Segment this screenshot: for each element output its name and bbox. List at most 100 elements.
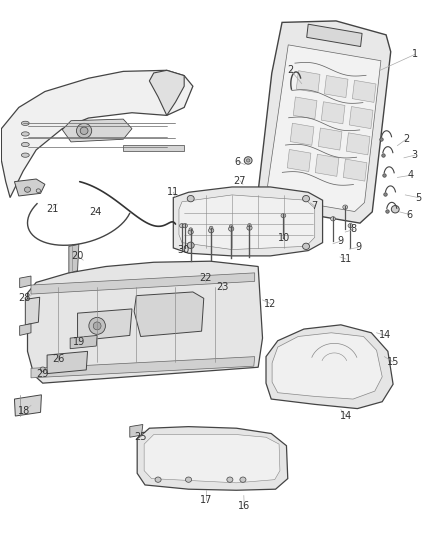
Text: 21: 21 bbox=[46, 204, 59, 214]
Text: 22: 22 bbox=[199, 273, 211, 283]
Text: 16: 16 bbox=[238, 501, 251, 511]
Text: 17: 17 bbox=[200, 495, 212, 505]
Polygon shape bbox=[62, 119, 132, 142]
Ellipse shape bbox=[244, 157, 252, 164]
Polygon shape bbox=[272, 333, 382, 399]
Ellipse shape bbox=[303, 243, 310, 249]
Ellipse shape bbox=[21, 132, 29, 136]
Ellipse shape bbox=[247, 225, 252, 230]
Ellipse shape bbox=[183, 223, 187, 228]
Text: 28: 28 bbox=[18, 293, 30, 303]
Ellipse shape bbox=[21, 142, 29, 147]
Polygon shape bbox=[1, 70, 193, 198]
Ellipse shape bbox=[348, 223, 353, 228]
Polygon shape bbox=[343, 159, 367, 181]
Text: 24: 24 bbox=[89, 207, 101, 217]
Ellipse shape bbox=[303, 196, 310, 202]
Text: 18: 18 bbox=[18, 406, 31, 416]
Text: 10: 10 bbox=[278, 233, 290, 244]
Text: 26: 26 bbox=[52, 354, 64, 364]
Polygon shape bbox=[134, 292, 204, 336]
Ellipse shape bbox=[36, 189, 41, 192]
Polygon shape bbox=[307, 24, 362, 46]
Polygon shape bbox=[352, 80, 376, 102]
Ellipse shape bbox=[227, 477, 233, 482]
Text: 19: 19 bbox=[73, 337, 85, 347]
Text: 15: 15 bbox=[387, 357, 399, 367]
Text: 14: 14 bbox=[340, 411, 353, 421]
Text: 7: 7 bbox=[311, 201, 318, 211]
Ellipse shape bbox=[331, 216, 336, 221]
Ellipse shape bbox=[185, 477, 191, 482]
Polygon shape bbox=[31, 357, 254, 378]
Ellipse shape bbox=[229, 227, 234, 231]
Polygon shape bbox=[315, 154, 339, 176]
Text: 1: 1 bbox=[412, 50, 418, 59]
Polygon shape bbox=[173, 187, 322, 256]
Polygon shape bbox=[47, 351, 88, 374]
Polygon shape bbox=[287, 149, 311, 172]
Polygon shape bbox=[318, 128, 342, 150]
Ellipse shape bbox=[25, 187, 31, 192]
Polygon shape bbox=[70, 335, 97, 349]
Polygon shape bbox=[179, 195, 315, 249]
Ellipse shape bbox=[40, 367, 46, 372]
Ellipse shape bbox=[248, 223, 251, 227]
Ellipse shape bbox=[21, 153, 29, 157]
Text: 11: 11 bbox=[340, 254, 352, 264]
Text: 6: 6 bbox=[235, 157, 241, 166]
Polygon shape bbox=[324, 76, 348, 98]
Polygon shape bbox=[350, 107, 373, 128]
Polygon shape bbox=[14, 395, 42, 416]
Ellipse shape bbox=[240, 477, 246, 482]
Ellipse shape bbox=[208, 228, 214, 233]
Text: 23: 23 bbox=[216, 281, 229, 292]
Text: 20: 20 bbox=[71, 251, 84, 261]
Text: 9: 9 bbox=[338, 236, 344, 246]
Polygon shape bbox=[258, 21, 391, 223]
Polygon shape bbox=[69, 244, 79, 273]
Text: 8: 8 bbox=[351, 224, 357, 235]
Ellipse shape bbox=[93, 322, 101, 330]
Polygon shape bbox=[20, 276, 31, 288]
Polygon shape bbox=[290, 123, 314, 146]
Ellipse shape bbox=[187, 242, 194, 248]
Text: 29: 29 bbox=[36, 369, 49, 378]
Text: 25: 25 bbox=[134, 432, 147, 442]
Ellipse shape bbox=[187, 196, 194, 202]
Polygon shape bbox=[130, 424, 143, 437]
Polygon shape bbox=[137, 426, 288, 490]
Text: 2: 2 bbox=[288, 66, 294, 75]
Ellipse shape bbox=[281, 214, 286, 217]
Polygon shape bbox=[123, 144, 184, 151]
Ellipse shape bbox=[77, 123, 92, 138]
Polygon shape bbox=[144, 434, 280, 483]
Polygon shape bbox=[268, 45, 381, 212]
Text: 3: 3 bbox=[412, 150, 418, 160]
Ellipse shape bbox=[80, 127, 88, 134]
Text: 11: 11 bbox=[167, 187, 180, 197]
Ellipse shape bbox=[391, 206, 399, 213]
Polygon shape bbox=[28, 261, 262, 383]
Ellipse shape bbox=[155, 477, 161, 482]
Ellipse shape bbox=[247, 159, 250, 162]
Text: 4: 4 bbox=[407, 171, 413, 180]
Polygon shape bbox=[20, 324, 31, 335]
Ellipse shape bbox=[343, 205, 348, 209]
Text: 2: 2 bbox=[403, 134, 409, 144]
Ellipse shape bbox=[21, 121, 29, 125]
Ellipse shape bbox=[230, 224, 233, 228]
Text: 12: 12 bbox=[264, 298, 276, 309]
Polygon shape bbox=[266, 325, 393, 409]
Polygon shape bbox=[14, 179, 45, 196]
Text: 27: 27 bbox=[233, 175, 246, 185]
Text: 9: 9 bbox=[355, 243, 361, 253]
Polygon shape bbox=[25, 297, 40, 325]
Polygon shape bbox=[297, 71, 320, 93]
Polygon shape bbox=[31, 273, 254, 294]
Text: 6: 6 bbox=[406, 209, 413, 220]
Ellipse shape bbox=[188, 230, 193, 235]
Ellipse shape bbox=[180, 223, 184, 228]
Text: 14: 14 bbox=[379, 330, 392, 341]
Ellipse shape bbox=[189, 228, 192, 231]
